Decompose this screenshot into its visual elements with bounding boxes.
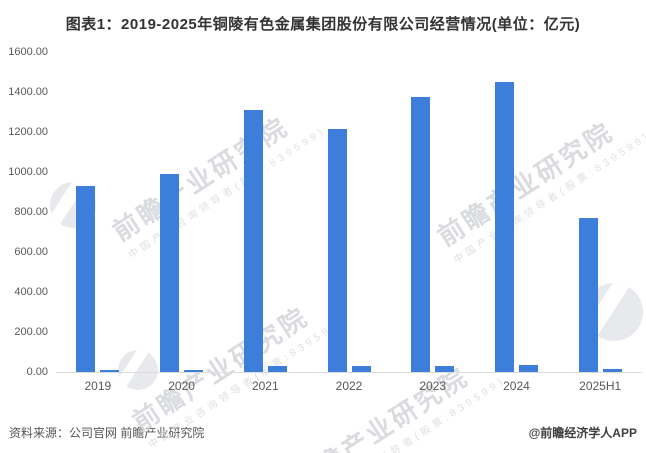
x-axis-label-2019: 2019 <box>84 379 112 393</box>
x-axis: 2019 2020 2021 2022 2023 2024 2025H1 <box>56 379 642 393</box>
bar-group-2019 <box>56 52 140 372</box>
bar-series-small-2019 <box>100 370 120 372</box>
bar-group-2023 <box>391 52 475 372</box>
bar-series-large-2024 <box>494 82 514 372</box>
x-axis-label-2020: 2020 <box>168 379 195 393</box>
x-axis-label-2021: 2021 <box>251 379 279 393</box>
y-axis-tick-label: 1400.00 <box>8 86 48 98</box>
bar-series-small-2020 <box>184 370 204 372</box>
x-axis-label-2024: 2024 <box>503 379 530 393</box>
bar-group-2024 <box>475 52 559 372</box>
y-axis: 1600.00 1400.00 1200.00 1000.00 800.00 600.00… <box>0 45 50 379</box>
bar-series-small-2021 <box>267 366 287 372</box>
y-axis-tick-label: 800.00 <box>14 206 48 218</box>
chart-title: 图表1：2019-2025年铜陵有色金属集团股份有限公司经营情况(单位：亿元) <box>65 16 581 33</box>
bar-series-large-2020 <box>160 174 180 372</box>
y-axis-tick-label: 1000.00 <box>8 166 48 178</box>
source-note: 资料来源：公司官网 前瞻产业研究院 <box>9 426 205 440</box>
bar-series-large-2019 <box>76 186 96 372</box>
bar-group-2025H1 <box>558 52 642 372</box>
y-axis-tick-label: 200.00 <box>14 326 48 338</box>
x-axis-label-2025H1: 2025H1 <box>579 379 622 393</box>
footer: 资料来源：公司官网 前瞻产业研究院 @前瞻经济学人APP <box>9 424 637 441</box>
bar-series-small-2025H1 <box>602 369 622 372</box>
y-axis-tick-label: 400.00 <box>14 286 48 298</box>
x-axis-label-2023: 2023 <box>419 379 447 393</box>
bar-series-large-2022 <box>327 129 347 372</box>
bar-series-large-2023 <box>411 97 431 372</box>
y-axis-tick-label: 1200.00 <box>8 126 48 138</box>
bar-series-small-2024 <box>518 365 538 372</box>
bar-series-small-2022 <box>351 366 371 372</box>
credit-note: @前瞻经济学人APP <box>528 426 637 440</box>
bar-group-2021 <box>223 52 307 372</box>
y-axis-tick-label: 600.00 <box>14 246 48 258</box>
bar-group-2020 <box>140 52 224 372</box>
bar-group-2022 <box>307 52 391 372</box>
y-axis-tick-label: 1600.00 <box>8 46 48 58</box>
plot-area <box>56 52 642 373</box>
bar-series-large-2025H1 <box>578 218 598 372</box>
x-axis-label-2022: 2022 <box>335 379 363 393</box>
y-axis-tick-label: 0.00 <box>26 366 48 378</box>
bar-series-large-2021 <box>243 110 263 372</box>
bar-series-small-2023 <box>435 366 455 372</box>
bar-chart: 1600.00 1400.00 1200.00 1000.00 800.00 600.00… <box>0 45 646 395</box>
